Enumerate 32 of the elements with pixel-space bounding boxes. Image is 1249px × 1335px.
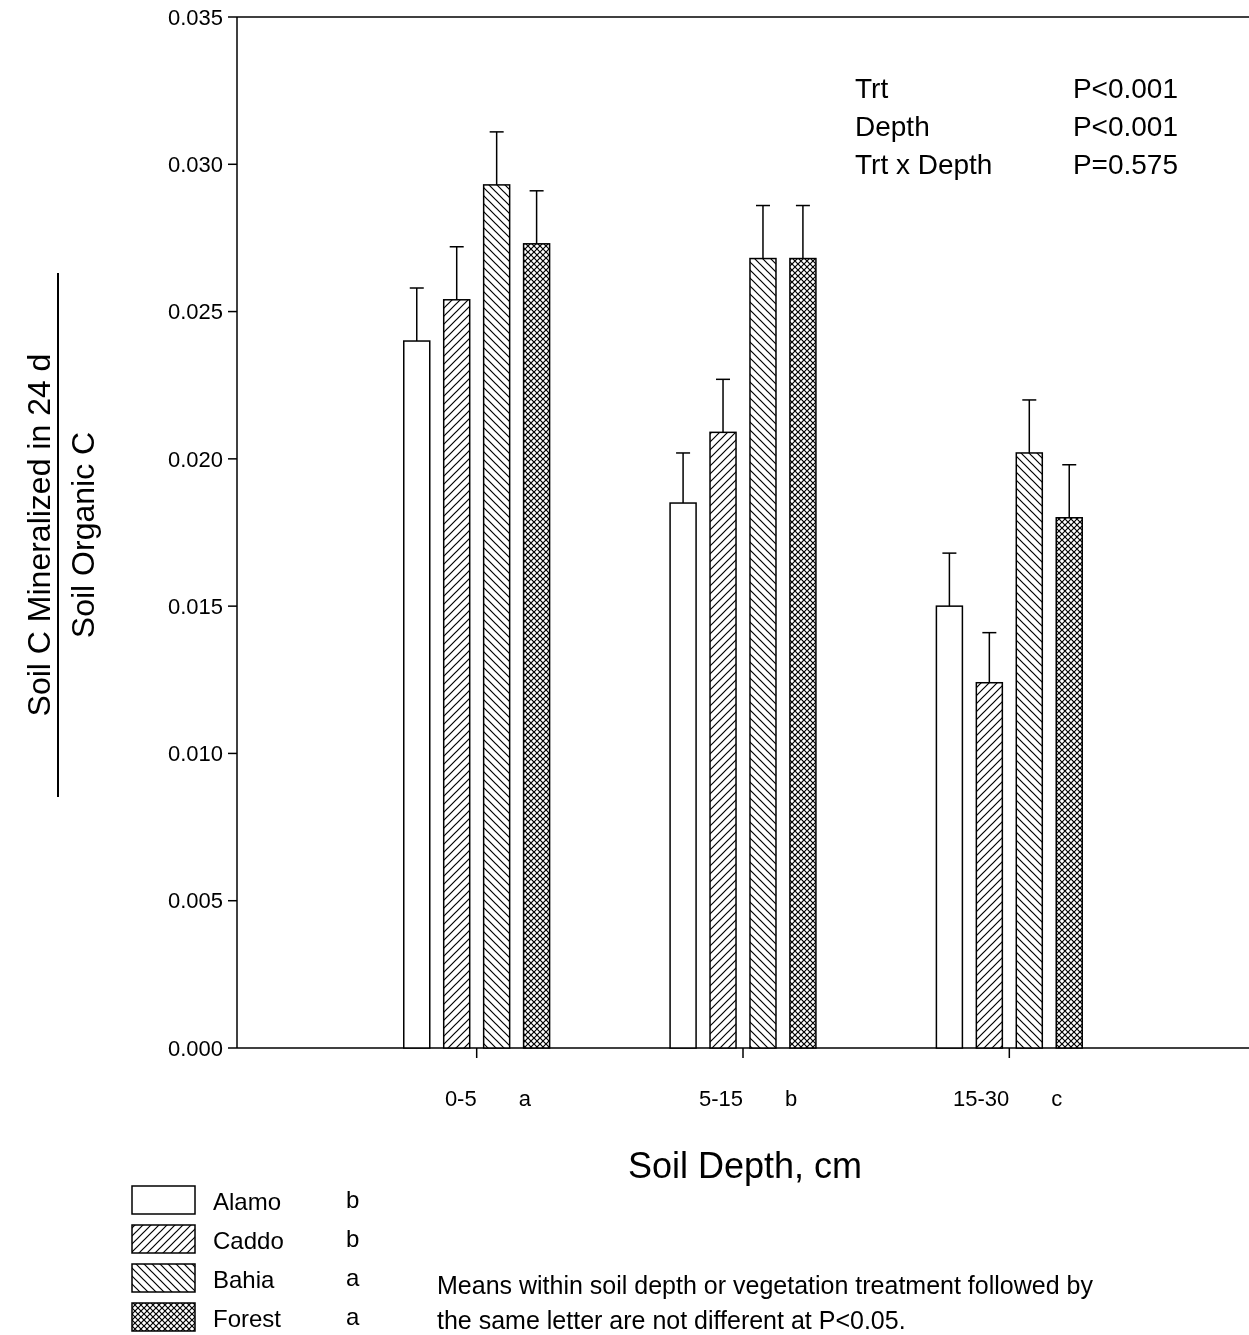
text: Soil Organic C [65,431,101,639]
y-tick-label: 0.000 [167,1035,223,1061]
text: c [1051,1086,1063,1111]
x-tick-label: 15-30 [953,1086,1010,1111]
x-tick-label: 5-15 [698,1086,743,1111]
text: b [346,1186,360,1213]
y-axis-title: Soil C Mineralized in 24 d [21,353,57,717]
y-tick-label: 0.025 [167,299,223,325]
annotation: Depth [855,111,930,142]
y-tick-label: 0.020 [167,446,223,472]
legend-label: Bahia [213,1266,276,1293]
y-tick-label: 0.010 [167,741,223,767]
x-tick-label: 0-5 [444,1086,477,1111]
y-tick-label: 0.030 [167,151,223,177]
text: b [785,1086,798,1111]
text: Means within soil depth or vegetation treatment followed by the same letter are not different at P<0.05. [437,1271,1094,1334]
annotation: P<0.001 [1072,111,1178,142]
text: b [346,1225,360,1252]
legend-label: Caddo [213,1227,284,1254]
legend-label: Forest [213,1305,282,1332]
text: a [346,1264,360,1291]
annotation: Trt x Depth [855,149,993,180]
annotation: Trt [855,73,889,104]
y-tick-label: 0.015 [167,593,223,619]
text: a [346,1303,360,1330]
x-axis-title: Soil Depth, cm [627,1145,863,1186]
text: a [518,1086,532,1111]
annotation: P=0.575 [1072,149,1178,180]
legend-label: Alamo [213,1188,282,1215]
y-tick-label: 0.005 [167,888,223,914]
y-tick-label: 0.035 [167,4,223,30]
annotation: P<0.001 [1072,73,1178,104]
